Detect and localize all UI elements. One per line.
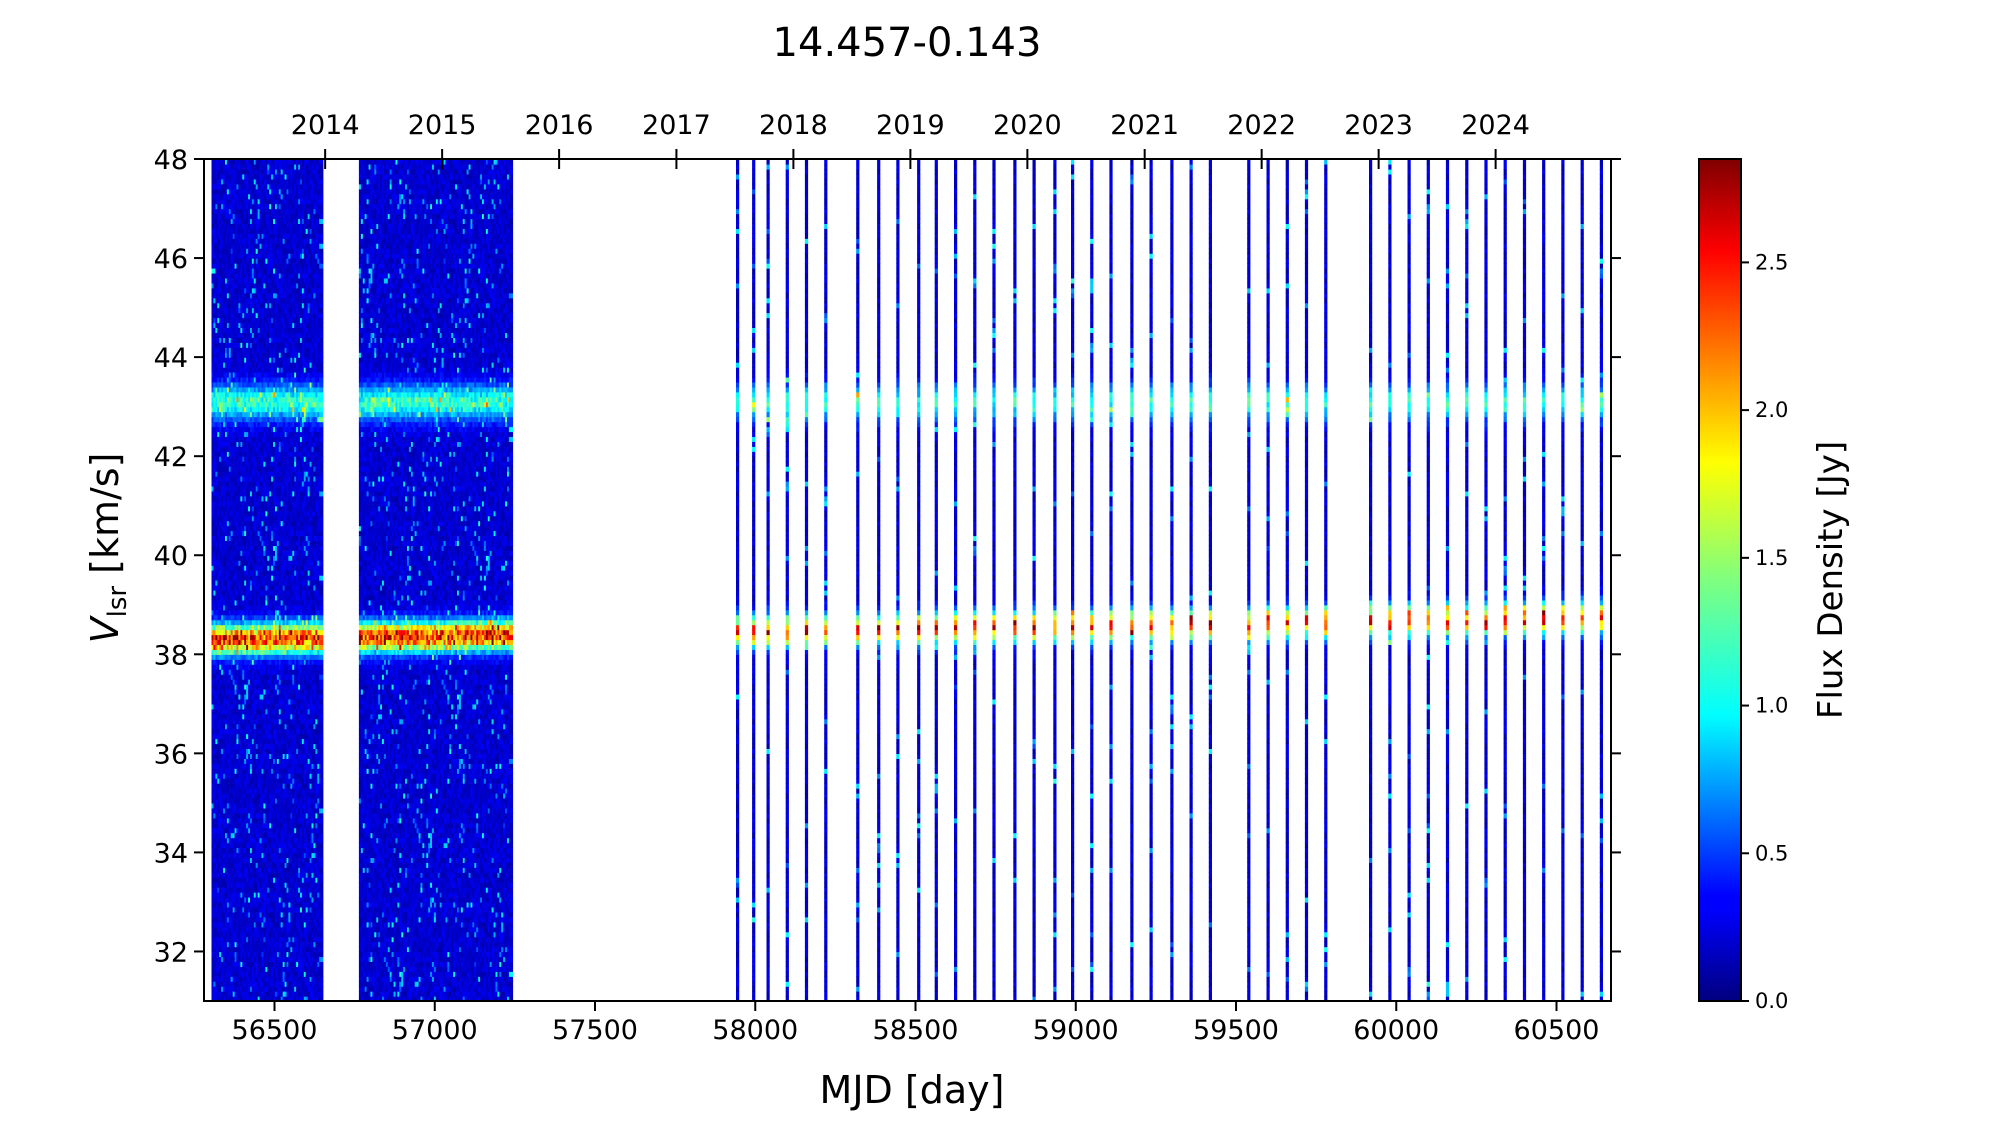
- epoch-spectrum: [1285, 159, 1289, 1001]
- epoch-spectrum: [954, 159, 958, 1001]
- epoch-spectrum: [1071, 159, 1075, 1001]
- y-tick-label: 40: [154, 541, 188, 572]
- y-tick-label: 42: [154, 442, 188, 473]
- x-tick-label: 60000: [1353, 1015, 1439, 1046]
- epoch-spectrum: [1484, 159, 1488, 1001]
- year-tick-label: 2024: [1461, 110, 1530, 141]
- y-tick-label: 32: [154, 937, 188, 968]
- y-axis-label-unit: [km/s]: [83, 453, 127, 586]
- epoch-spectrum: [1388, 159, 1392, 1001]
- epoch-spectrum: [856, 159, 860, 1001]
- y-tick-label: 44: [154, 343, 188, 374]
- year-tick-label: 2020: [993, 110, 1062, 141]
- x-tick-label: 59500: [1193, 1015, 1279, 1046]
- y-tick-label: 34: [154, 838, 188, 869]
- x-tick-label: 60500: [1514, 1015, 1600, 1046]
- x-axis-bottom: 56500 57000 57500 58000 58500 59000 59500 60000…: [232, 1001, 1600, 1046]
- epoch-spectrum: [1426, 159, 1430, 1001]
- epoch-spectrum: [896, 159, 900, 1001]
- y-tick-label: 38: [154, 640, 188, 671]
- colorbar-label: Flux Density [Jy]: [1811, 441, 1851, 719]
- epoch-spectrum: [1561, 159, 1565, 1001]
- x-tick-label: 58000: [712, 1015, 798, 1046]
- colorbar: [1698, 158, 1742, 1002]
- epoch-spectrum: [1013, 159, 1017, 1001]
- epoch-spectrum: [1304, 159, 1309, 1001]
- chart-title: 14.457-0.143: [773, 20, 1042, 66]
- epoch-spectrum: [992, 159, 996, 1001]
- epoch-spectrum: [766, 159, 770, 1001]
- plot-frame: [203, 158, 1612, 1002]
- year-tick-label: 2016: [525, 110, 594, 141]
- epoch-spectrum: [785, 159, 789, 1001]
- y-tick-label: 46: [154, 244, 188, 275]
- y-axis-label-sub: lsr: [103, 586, 133, 618]
- epoch-spectrum: [824, 159, 828, 1001]
- epoch-spectrum: [1149, 159, 1153, 1001]
- epoch-spectrum: [973, 159, 977, 1001]
- y-axis: 32 34 36 38 40 42 44 46 48: [154, 145, 1621, 968]
- epoch-spectrum: [1465, 159, 1469, 1001]
- epoch-spectrum: [877, 159, 881, 1001]
- epoch-spectrum: [934, 159, 938, 1001]
- colorbar-tick-label: 2.0: [1755, 398, 1788, 422]
- colorbar-tick-label: 1.5: [1755, 546, 1788, 570]
- year-tick-label: 2021: [1110, 110, 1179, 141]
- x-tick-label: 59000: [1033, 1015, 1119, 1046]
- epoch-spectrum: [1445, 159, 1450, 1001]
- year-tick-label: 2017: [642, 110, 711, 141]
- epoch-spectrum: [1189, 159, 1193, 1001]
- colorbar-tick-label: 1.0: [1755, 694, 1788, 718]
- epoch-spectrum: [1369, 159, 1373, 1001]
- y-axis-label: Vlsr [km/s]: [83, 453, 133, 644]
- epoch-spectrum: [1208, 159, 1212, 1001]
- epoch-spectrum: [1407, 159, 1411, 1001]
- epoch-spectrum: [1580, 159, 1584, 1001]
- y-tick-label: 48: [154, 145, 188, 176]
- year-tick-label: 2022: [1227, 110, 1296, 141]
- x-tick-label: 56500: [232, 1015, 318, 1046]
- y-axis-label-main: V: [83, 614, 127, 643]
- epoch-spectrum: [1542, 159, 1546, 1001]
- epoch-spectrum: [1053, 159, 1057, 1001]
- epoch-spectrum: [1522, 159, 1527, 1001]
- x-tick-label: 57500: [552, 1015, 638, 1046]
- epoch-spectrum: [804, 159, 809, 1001]
- year-tick-label: 2014: [291, 110, 360, 141]
- plot-area: [211, 159, 1603, 1001]
- epoch-spectrum: [1503, 159, 1507, 1001]
- epoch-spectrum: [1599, 159, 1603, 1001]
- x-tick-label: 57000: [392, 1015, 478, 1046]
- epoch-spectrum: [917, 159, 921, 1001]
- colorbar-ticks: 0.0 0.5 1.0 1.5 2.0 2.5: [1741, 250, 1788, 1013]
- epoch-spectrum: [1130, 159, 1134, 1001]
- colorbar-tick-label: 0.0: [1755, 989, 1788, 1013]
- epoch-spectrum: [319, 159, 324, 1001]
- x-tick-label: 58500: [873, 1015, 959, 1046]
- epoch-spectrum: [1090, 159, 1094, 1001]
- epoch-spectrum: [508, 159, 514, 1001]
- epoch-spectrum: [1032, 159, 1036, 1001]
- epoch-spectrum: [1247, 159, 1251, 1001]
- year-tick-label: 2023: [1344, 110, 1413, 141]
- epoch-spectrum: [736, 159, 740, 1001]
- x-axis-label: MJD [day]: [820, 1068, 1005, 1112]
- year-tick-label: 2015: [408, 110, 477, 141]
- colorbar-tick-label: 2.5: [1755, 250, 1788, 274]
- epoch-spectrum: [1109, 159, 1113, 1001]
- epoch-spectrum: [1266, 159, 1270, 1001]
- year-tick-label: 2018: [759, 110, 828, 141]
- epoch-spectrum: [1170, 159, 1174, 1001]
- year-tick-label: 2019: [876, 110, 945, 141]
- epoch-spectrum: [752, 159, 756, 1001]
- colorbar-tick-label: 0.5: [1755, 841, 1788, 865]
- x-axis-top-years: 2014 2015 2016 2017 2018 2019 2020 2021 2022 2023…: [291, 110, 1530, 169]
- epoch-spectrum: [1324, 159, 1328, 1001]
- y-tick-label: 36: [154, 739, 188, 770]
